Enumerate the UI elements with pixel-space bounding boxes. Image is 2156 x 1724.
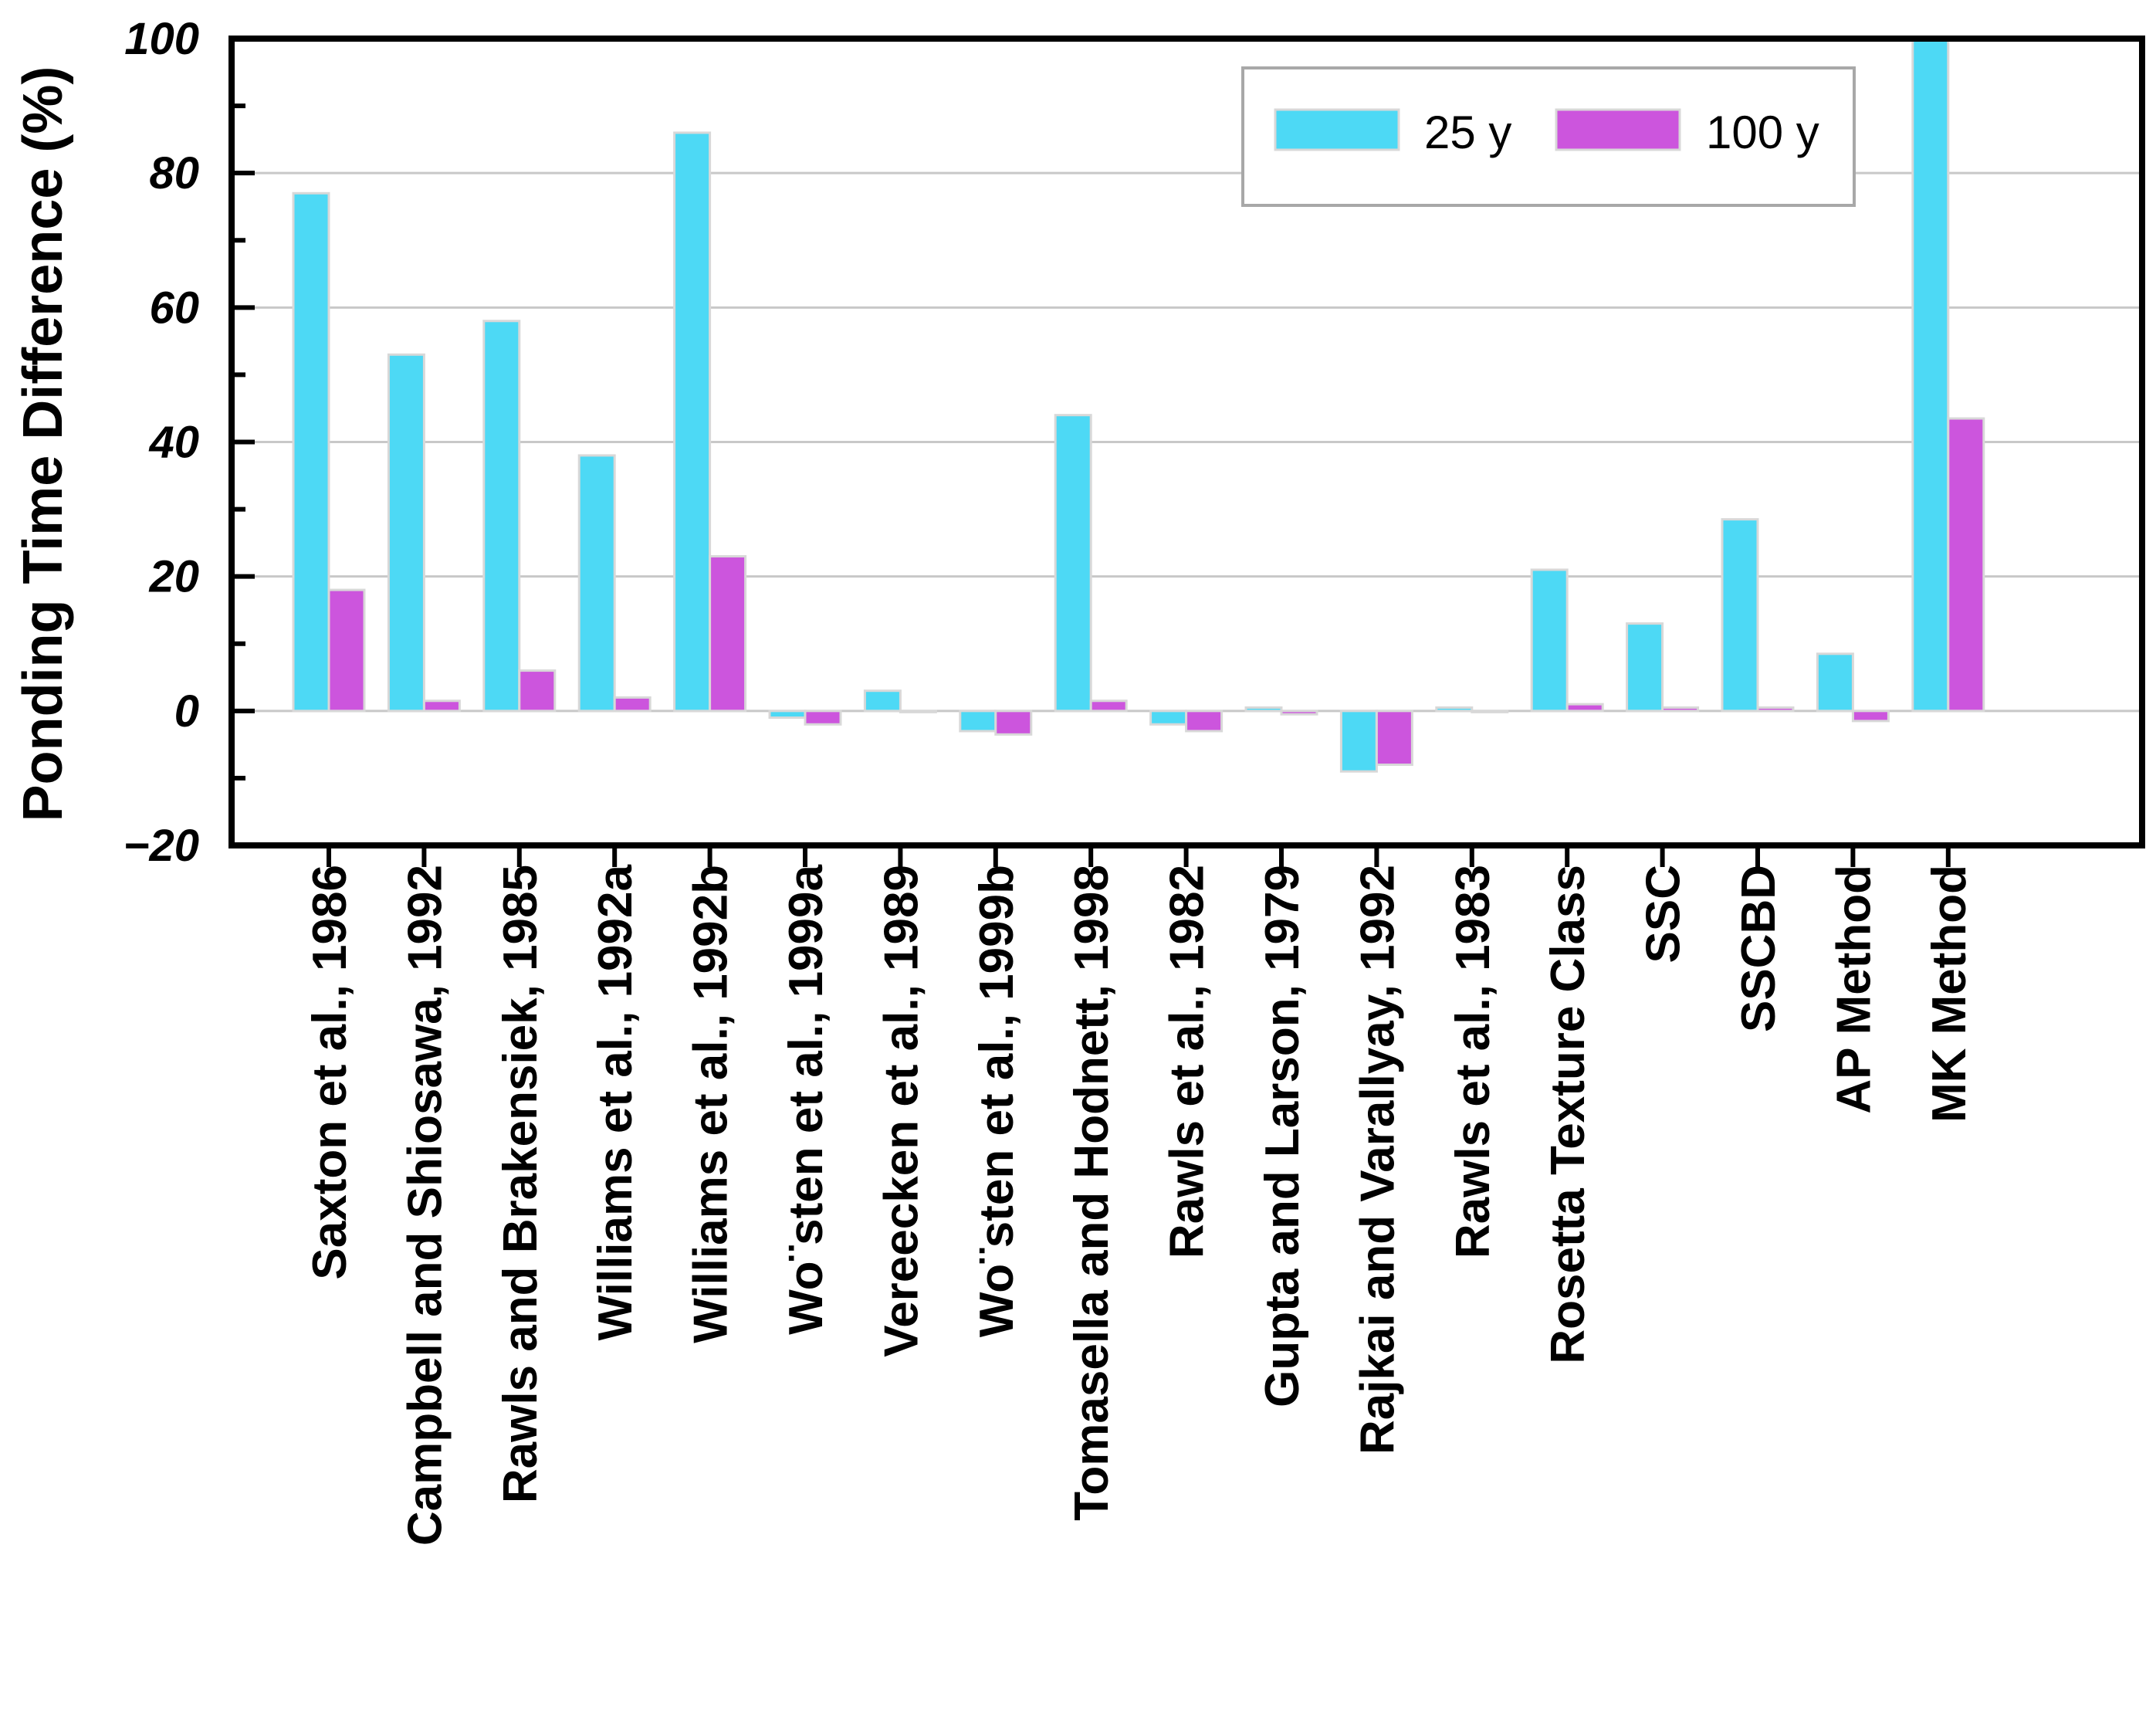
x-category-label: Rajkai and Varallyay, 1992 [1351, 865, 1404, 1455]
bar-25y [387, 353, 425, 713]
bar-100y [1565, 703, 1604, 713]
axes [228, 36, 2145, 867]
bar-100y [994, 710, 1033, 736]
legend-label-100y: 100 y [1706, 107, 1819, 158]
x-category-label: Vereecken et al., 1989 [875, 865, 928, 1357]
legend-swatch-100y [1555, 108, 1681, 151]
bar-100y [1851, 710, 1890, 723]
x-category-label: Gupta and Larson, 1979 [1256, 865, 1309, 1407]
bar-25y [1721, 518, 1759, 713]
x-category-label: Williams et al., 1992b [685, 865, 738, 1343]
bar-25y [1530, 568, 1569, 713]
bar-100y [899, 710, 937, 713]
bar-25y [1149, 710, 1188, 726]
bar-100y [1089, 699, 1128, 713]
bar-100y [422, 699, 461, 713]
y-axis-title: Ponding Time Difference (%) [12, 66, 74, 822]
legend-label-25y: 25 y [1424, 107, 1511, 158]
x-category-label: Rosetta Texture Class [1542, 865, 1595, 1364]
x-category-label: AP Method [1827, 865, 1880, 1114]
x-category-label: Rawls et al., 1983 [1447, 865, 1500, 1258]
bar-25y [1816, 652, 1854, 713]
x-category-label: Tomasella and Hodnett, 1998 [1065, 865, 1119, 1521]
y-tick-label: 20 [148, 552, 199, 602]
x-category-label: MK Method [1923, 865, 1976, 1123]
x-category-label: Rawls and Brakensiek, 1985 [494, 865, 547, 1503]
x-category-label: Campbell and Shiosawa, 1992 [398, 865, 452, 1546]
bar-100y [1185, 710, 1224, 733]
y-tick-label: 80 [149, 148, 199, 198]
bar-25y [577, 454, 616, 713]
bar-25y [292, 191, 330, 713]
bar-100y [1280, 710, 1318, 716]
bar-100y [1375, 710, 1413, 766]
y-tick-label: 60 [149, 283, 199, 333]
y-tick-label: 100 [124, 14, 199, 64]
x-category-label: Williams et al., 1992a [589, 864, 642, 1340]
bar-100y [327, 588, 366, 713]
bar-25y [863, 689, 902, 713]
bar-100y [1661, 706, 1700, 713]
x-category-label: Rawls et al., 1982 [1161, 865, 1214, 1258]
bar-100y [709, 555, 747, 713]
bar-25y [768, 710, 807, 720]
bars [292, 37, 1985, 773]
bar-25y [1054, 414, 1092, 713]
bar-25y [1911, 37, 1950, 713]
bar-100y [1756, 706, 1795, 713]
bar-25y [959, 710, 997, 733]
x-category-label: SSCBD [1732, 865, 1785, 1032]
bar-25y [673, 131, 712, 713]
tick-labels: −20 0 20 40 60 80 100 Saxton et al., 1986 Campbe… [124, 14, 1976, 1546]
bar-100y [518, 669, 557, 713]
y-tick-label: 0 [174, 686, 199, 737]
y-tick-label: 40 [148, 418, 199, 468]
x-category-label: SSC [1637, 865, 1691, 963]
bar-25y [1244, 706, 1283, 713]
legend: 25 y 100 y [1241, 66, 1856, 207]
y-tick-label: −20 [124, 821, 199, 871]
legend-swatch-25y [1274, 108, 1400, 151]
bar-100y [613, 696, 652, 713]
bar-25y [1339, 710, 1378, 773]
bar-100y [804, 710, 842, 726]
bar-100y [1947, 417, 1985, 713]
bar-25y [1626, 622, 1664, 713]
x-category-label: Saxton et al., 1986 [303, 865, 357, 1280]
bar-100y [1471, 710, 1509, 713]
bar-25y [1435, 706, 1474, 713]
bar-25y [482, 320, 521, 713]
x-category-label: Wo¨sten et al., 1999b [970, 865, 1024, 1337]
x-category-label: Wo¨sten et al., 1999a [780, 864, 833, 1334]
